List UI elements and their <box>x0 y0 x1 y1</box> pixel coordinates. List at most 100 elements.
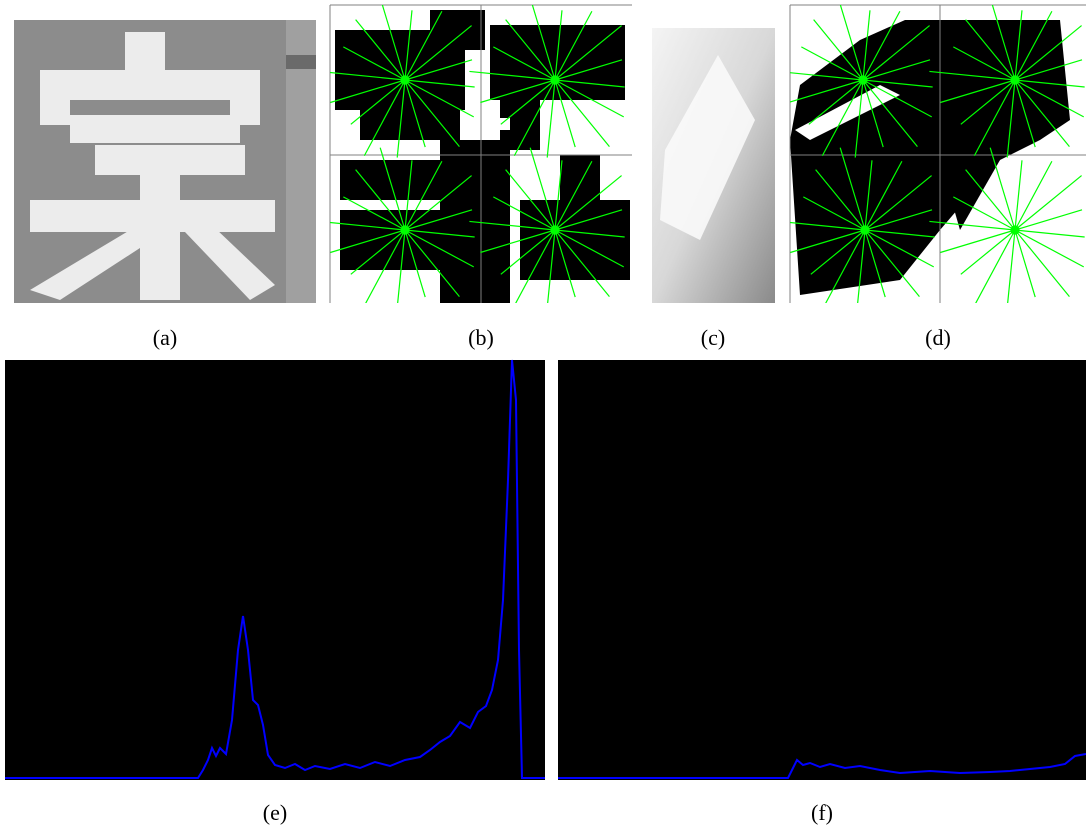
ray <box>1014 10 1023 81</box>
ray <box>554 209 623 231</box>
ray <box>821 79 864 157</box>
ray <box>355 19 406 81</box>
ray <box>554 79 610 147</box>
image-a <box>14 20 316 303</box>
ray <box>1014 79 1085 88</box>
ray <box>1014 25 1082 81</box>
ray <box>343 46 406 81</box>
ray <box>554 10 563 81</box>
ray <box>960 229 1016 275</box>
ray <box>862 79 918 147</box>
ray <box>343 196 406 231</box>
ray <box>973 79 1016 157</box>
ray <box>404 59 473 81</box>
ray <box>864 229 920 297</box>
ray <box>1006 79 1016 158</box>
ray <box>554 175 622 231</box>
ray-center <box>858 75 868 85</box>
ray <box>1014 229 1085 238</box>
ray <box>404 79 426 148</box>
ray <box>864 160 903 231</box>
ray <box>864 209 933 231</box>
ray-center <box>550 225 560 235</box>
ray <box>350 79 406 125</box>
ray <box>480 229 556 254</box>
ray <box>505 19 556 81</box>
ray <box>554 229 625 268</box>
ray <box>862 59 931 81</box>
ray <box>929 220 1016 231</box>
ray <box>397 229 406 303</box>
ray <box>839 5 864 81</box>
ray <box>350 229 406 275</box>
ray <box>1014 175 1082 231</box>
ray <box>404 229 475 238</box>
ray <box>330 221 406 231</box>
ray <box>505 169 556 231</box>
caption: (e) <box>263 800 287 825</box>
ray <box>989 147 1016 231</box>
ray <box>953 196 1016 231</box>
ray <box>404 209 473 231</box>
ray <box>864 160 873 231</box>
ray <box>790 221 866 231</box>
ray <box>404 229 475 268</box>
image-c <box>652 28 775 303</box>
ray <box>493 46 556 81</box>
ray <box>940 79 1016 104</box>
ray <box>864 229 886 298</box>
ray <box>404 160 443 231</box>
ray <box>1014 79 1085 118</box>
ray <box>790 72 864 81</box>
ray <box>554 79 576 148</box>
ray <box>469 220 556 231</box>
ray-center <box>400 225 410 235</box>
ray-center <box>1010 225 1020 235</box>
ray <box>862 79 933 118</box>
ray <box>975 229 1016 303</box>
caption: (b) <box>468 325 494 350</box>
ray <box>365 229 406 303</box>
ray <box>381 5 406 81</box>
ray <box>1014 160 1023 231</box>
ray <box>857 229 866 303</box>
ray <box>862 79 884 148</box>
ray <box>1014 10 1053 81</box>
ray <box>862 10 901 81</box>
ray <box>864 175 932 231</box>
ray <box>854 79 864 158</box>
ray <box>404 229 460 297</box>
ray <box>810 229 866 275</box>
ray <box>1014 229 1070 297</box>
ray <box>554 79 625 88</box>
ray <box>531 5 556 81</box>
caption: (a) <box>153 325 177 350</box>
ray <box>862 79 933 88</box>
ray <box>554 79 625 118</box>
ray <box>839 147 866 231</box>
ray <box>813 19 864 81</box>
ray <box>960 79 1016 125</box>
ray <box>500 229 556 275</box>
ray <box>1014 79 1070 147</box>
ray <box>515 229 556 303</box>
ray <box>825 229 866 303</box>
caption: (c) <box>701 325 725 350</box>
ray <box>953 46 1016 81</box>
histogram-e <box>5 359 545 780</box>
ray <box>929 70 1016 81</box>
ray <box>404 79 475 88</box>
ray <box>940 229 1016 254</box>
ray <box>469 70 556 81</box>
ray <box>991 5 1016 81</box>
ray <box>864 229 935 238</box>
ray <box>554 59 623 81</box>
ray <box>404 10 413 81</box>
ray <box>803 196 866 231</box>
ray-center <box>1010 75 1020 85</box>
ray <box>554 160 563 231</box>
ray-center <box>860 225 870 235</box>
ray <box>330 229 406 254</box>
ray <box>801 46 864 81</box>
histogram-f <box>558 360 1086 780</box>
